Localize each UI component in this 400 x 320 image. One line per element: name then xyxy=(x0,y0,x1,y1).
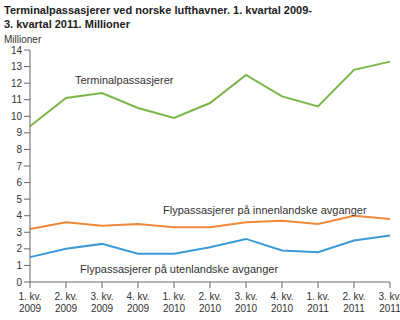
svg-text:13: 13 xyxy=(11,61,23,72)
svg-text:0: 0 xyxy=(16,277,22,288)
svg-text:3. kv.2009: 3. kv.2009 xyxy=(90,291,113,314)
svg-text:8: 8 xyxy=(16,144,22,155)
svg-text:9: 9 xyxy=(16,127,22,138)
svg-text:1. kv.2010: 1. kv.2010 xyxy=(162,291,185,314)
html-text:Millioner: Millioner xyxy=(4,34,42,45)
svg-text:4. kv.2010: 4. kv.2010 xyxy=(270,291,293,314)
svg-text:2: 2 xyxy=(16,243,22,254)
svg-text:3. kv.2010: 3. kv.2010 xyxy=(234,291,257,314)
svg-text:10: 10 xyxy=(11,111,23,122)
svg-text:1: 1 xyxy=(16,260,22,271)
svg-text:2. kv.2009: 2. kv.2009 xyxy=(54,291,77,314)
svg-text:3: 3 xyxy=(16,227,22,238)
svg-text:6: 6 xyxy=(16,177,22,188)
html-text:Terminalpassasjerer ved norske: Terminalpassasjerer ved norske lufthavne… xyxy=(4,4,312,16)
svg-text:11: 11 xyxy=(12,94,23,105)
svg-text:5: 5 xyxy=(16,194,22,205)
svg-text:7: 7 xyxy=(16,161,22,172)
html-text:Flypassasjerer på innenlandske: Flypassasjerer på innenlandske avganger xyxy=(163,204,367,216)
svg-text:1. kv.2009: 1. kv.2009 xyxy=(18,291,41,314)
svg-text:2. kv.2011: 2. kv.2011 xyxy=(342,291,365,314)
html-text:3. kvartal 2011. Millioner: 3. kvartal 2011. Millioner xyxy=(4,18,130,30)
svg-text:1. kv.2011: 1. kv.2011 xyxy=(306,291,329,314)
html-text:Flypassasjerer på utenlandske: Flypassasjerer på utenlandske avganger xyxy=(80,263,279,275)
svg-text:14: 14 xyxy=(11,45,23,56)
svg-text:4. kv.2009: 4. kv.2009 xyxy=(126,291,149,314)
svg-text:4: 4 xyxy=(16,210,22,221)
svg-text:3. kv.2011: 3. kv.2011 xyxy=(378,291,392,314)
html-text:Terminalpassasjerer: Terminalpassasjerer xyxy=(75,74,174,86)
svg-text:12: 12 xyxy=(11,78,23,89)
svg-text:2. kv.2010: 2. kv.2010 xyxy=(198,291,221,314)
